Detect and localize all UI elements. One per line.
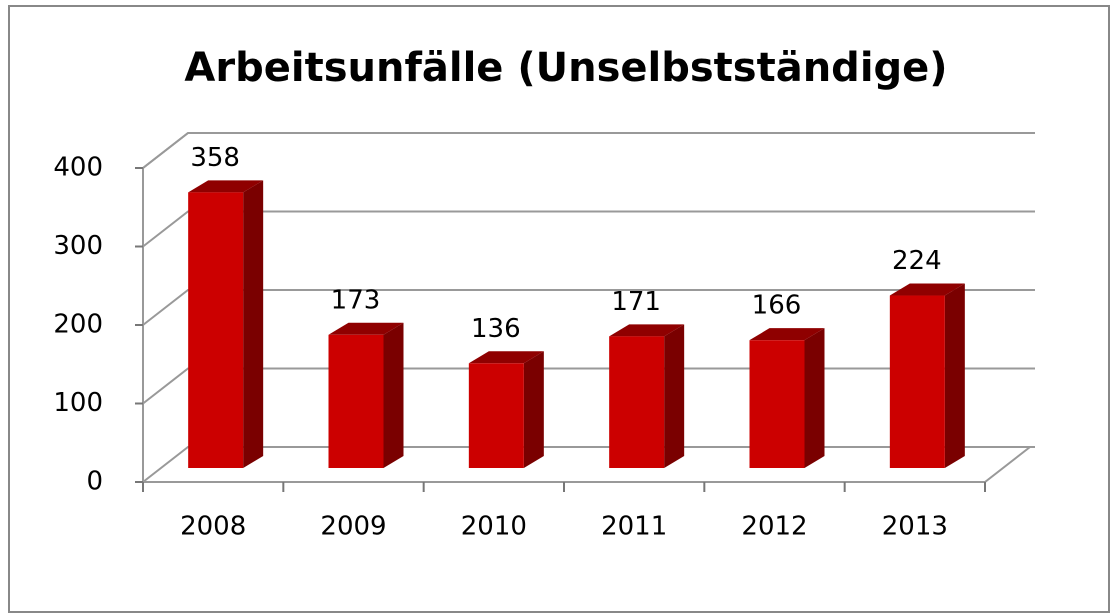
bar <box>889 295 945 468</box>
y-tick-label: 100 <box>53 388 103 418</box>
value-label: 224 <box>892 246 942 276</box>
bar-top <box>889 283 965 296</box>
grid-line <box>142 210 1035 248</box>
value-label: 171 <box>611 287 661 317</box>
grid-line <box>142 132 1035 169</box>
bar <box>328 334 384 468</box>
bar-side <box>944 283 965 468</box>
bar-top <box>328 322 404 335</box>
bar <box>188 192 244 468</box>
x-tick-label: 2011 <box>601 512 667 542</box>
x-tick-label: 2009 <box>320 512 386 542</box>
grid-line <box>142 289 1035 326</box>
bar-side <box>383 322 404 468</box>
bar <box>609 336 665 468</box>
y-tick-label: 300 <box>53 231 103 261</box>
bar <box>749 340 805 468</box>
x-tick-label: 2012 <box>741 512 807 542</box>
value-label: 358 <box>190 143 240 173</box>
bar-top <box>188 180 264 193</box>
value-label: 166 <box>752 291 802 321</box>
bar-side <box>243 180 264 468</box>
bar-top <box>749 328 825 341</box>
bar-top <box>609 324 685 337</box>
bar-side <box>664 324 685 468</box>
x-tick-label: 2013 <box>882 512 948 542</box>
y-tick-label: 200 <box>53 310 103 340</box>
bar <box>468 363 524 468</box>
x-tick-label: 2010 <box>461 512 527 542</box>
bar-top <box>468 351 544 364</box>
y-tick-label: 400 <box>53 153 103 183</box>
bar-side <box>523 351 544 468</box>
bar-side <box>804 328 825 468</box>
value-label: 173 <box>331 285 381 315</box>
chart-title: Arbeitsunfälle (Unselbstständige) <box>184 45 947 91</box>
value-label: 136 <box>471 314 521 344</box>
y-tick-label: 0 <box>86 467 103 497</box>
x-tick-label: 2008 <box>180 512 246 542</box>
